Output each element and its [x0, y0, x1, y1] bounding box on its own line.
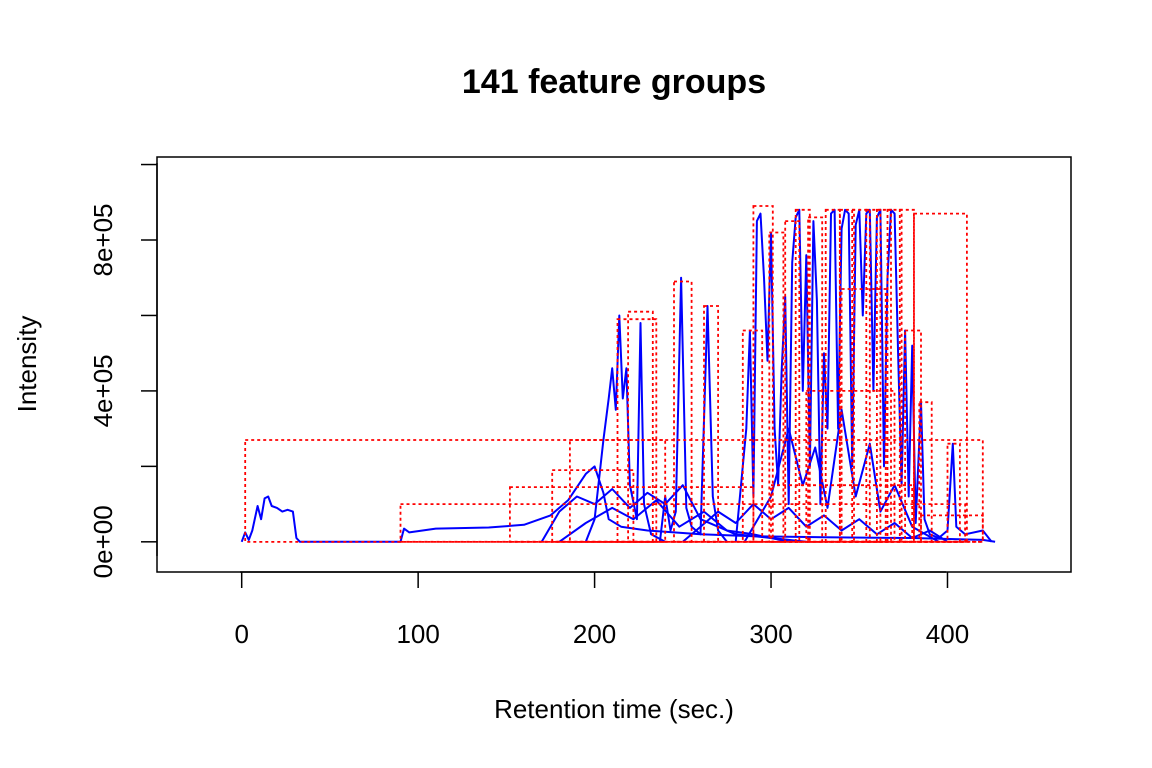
chromatogram-line-3 — [734, 208, 993, 543]
feature-group-box-15 — [824, 208, 841, 543]
feature-group-box-3 — [551, 469, 635, 543]
y-tick-label-0: 0e+00 — [88, 505, 118, 578]
feature-group-box-23 — [904, 329, 922, 543]
x-tick-label-4: 400 — [926, 619, 969, 649]
y-tick-label-4: 8e+05 — [88, 203, 118, 276]
x-tick-label-0: 0 — [234, 619, 248, 649]
feature-group-box-13 — [794, 208, 811, 543]
feature-group-box-25 — [946, 442, 961, 543]
chart-title: 141 feature groups — [462, 63, 766, 101]
feature-group-box-20 — [886, 208, 903, 543]
feature-group-box-19 — [876, 208, 892, 543]
chromatogram-line-2 — [658, 276, 728, 543]
feature-group-box-26 — [920, 514, 984, 543]
x-axis-label: Retention time (sec.) — [494, 694, 734, 724]
feature-group-box-2 — [508, 486, 755, 543]
chromatogram-line-6 — [682, 503, 949, 543]
feature-group-box-27 — [770, 484, 914, 543]
x-tick-label-1: 100 — [396, 619, 439, 649]
chromatogram-line-5 — [558, 499, 789, 543]
feature-group-box-4 — [569, 439, 667, 543]
feature-group-box-7 — [673, 280, 693, 543]
feature-group-box-18 — [865, 208, 882, 543]
feature-group-box-10 — [752, 205, 774, 543]
feature-group-box-17 — [851, 208, 871, 543]
x-tick-label-3: 300 — [749, 619, 792, 649]
feature-group-box-8 — [703, 305, 720, 543]
y-axis: 0e+00 4e+05 8e+05 — [88, 163, 158, 578]
feature-group-box-29 — [840, 288, 887, 543]
feature-group-box-5 — [616, 318, 658, 543]
feature-group-box-14 — [807, 216, 824, 543]
feature-group-box-6 — [627, 310, 654, 543]
feature-group-box-22 — [913, 212, 968, 543]
x-tick-label-2: 200 — [573, 619, 616, 649]
x-axis: 0 100 200 300 400 — [234, 571, 969, 649]
feature-group-box-11 — [768, 231, 785, 543]
feature-group-box-16 — [839, 208, 855, 543]
feature-group-box-12 — [784, 220, 801, 543]
y-tick-label-2: 4e+05 — [88, 354, 118, 427]
y-axis-label: Intensity — [12, 316, 42, 413]
plot-area — [240, 205, 996, 543]
chromatogram-line-1 — [584, 314, 666, 543]
